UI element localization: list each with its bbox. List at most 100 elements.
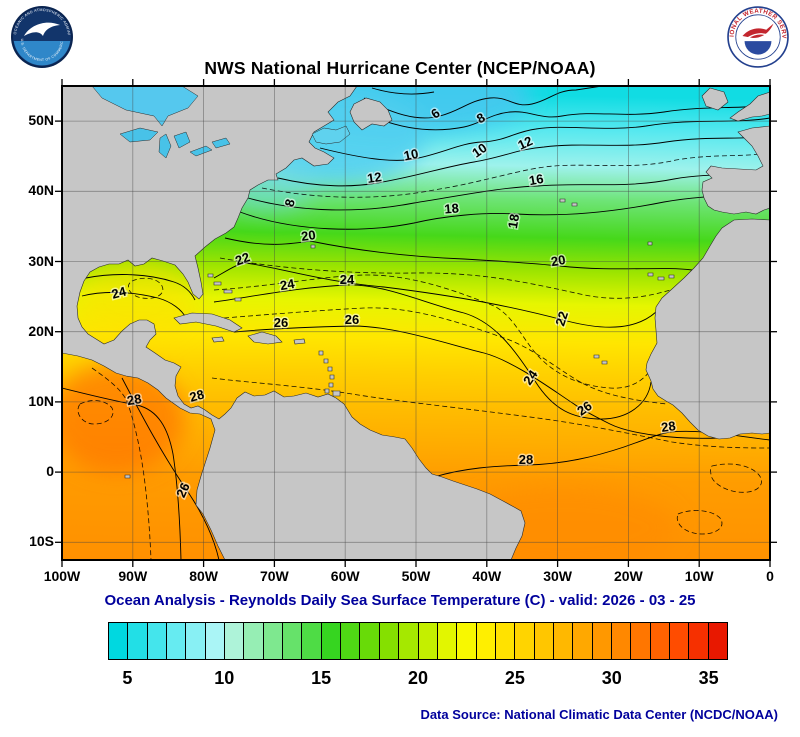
colorbar-segment [185,623,205,659]
colorbar-segment [166,623,186,659]
contour-line-20 [224,237,693,271]
contour-line-24-gulf [81,291,187,319]
colorbar-segment [591,623,611,659]
contour-value-label: 28 [188,387,206,405]
contour-value-label: 24 [279,276,297,293]
contour-line-26-pacific [121,377,220,560]
lon-tick-label: 40W [472,568,502,584]
colorbar-segment [456,623,476,659]
contour-line-12 [277,134,770,187]
colorbar-segment [475,623,495,659]
contour-line-16 [247,170,770,211]
colorbar-segment [610,623,631,659]
data-source-credit: Data Source: National Climatic Data Cent… [420,707,778,722]
nws-gull-stroke [747,33,768,39]
contour-value-label: 20 [300,227,316,244]
nws-logo: NATIONAL WEATHER SERVICE [725,1,789,68]
contour-line-27-pacific [91,367,152,560]
lon-tick-label: 30W [543,568,572,584]
colorbar-tick-label: 35 [698,668,719,688]
colorbar-segment [417,623,437,659]
gulf-of-st-lawrence [311,125,351,145]
contour-line-10 [319,117,770,161]
map-frame [61,85,771,561]
contour-value-label: 28 [126,391,143,408]
colorbar-tick-label: 20 [407,668,429,688]
warm-eddy-pacific [77,400,114,425]
contour-value-label: 22 [552,309,571,327]
contour-value-label: 10 [402,146,419,164]
colorbar-segment [398,623,418,659]
colorbar-segment [109,623,128,659]
contour-line-4 [371,87,435,95]
colorbar-segment [572,623,592,659]
contour-line-22 [213,262,657,328]
colorbar-segment [436,623,457,659]
colorbar-segment [127,623,147,659]
colorbar-segment [359,623,379,659]
page-title: NWS National Hurricane Center (NCEP/NOAA… [204,58,596,78]
lat-tick-label: 20N [28,322,54,339]
land-americas [62,86,526,560]
lon-tick-label: 80W [189,568,218,584]
land-africa [645,218,770,440]
lat-tick-label: 30N [28,252,54,269]
inland-waters [91,86,351,159]
colorbar-tick-label: 10 [214,668,235,688]
contour-line-8 [357,103,770,131]
warm-eddy-guinea-1 [710,463,762,493]
lon-tick-label: 20W [613,568,643,584]
colorbar-segment [630,623,650,659]
contour-line-27 [211,377,770,449]
colorbar-segment [243,623,263,659]
colorbar-segment [649,623,669,659]
lon-tick-label: 60W [330,568,360,584]
map-caption: Ocean Analysis - Reynolds Daily Sea Surf… [104,592,696,609]
contour-line-24 [213,284,652,420]
noaa-ocean-half [13,41,71,66]
warm-eddy-guinea-2 [676,510,723,535]
nws-inner-ring [735,14,781,60]
contour-line-18 [239,191,770,230]
colorbar-segment [262,623,283,659]
lat-tick-label: 40N [28,182,54,199]
contour-line-14 [261,151,770,198]
contour-value-label: 22 [233,249,252,268]
lon-tick-label: 50W [401,568,431,584]
land-masses [62,86,770,560]
land-britain [729,91,770,122]
contour-value-label: 24 [340,272,355,287]
contour-value-label: 18 [444,200,460,216]
colorbar-segment [340,623,360,659]
colorbar-segment [378,623,399,659]
contour-value-label: 16 [528,171,545,188]
contour-value-label: 18 [505,213,522,230]
colorbar-tick-label: 30 [601,668,622,688]
graticule [55,79,777,567]
isotherm-contours [62,86,770,560]
contour-value-label: 28 [519,452,533,467]
colorbar-segment [514,623,534,659]
contour-line-22-gulf [85,274,196,301]
lon-tick-label: 0 [766,568,774,584]
lon-tick-label: 10W [684,568,714,584]
lat-tick-label: 50N [28,112,54,129]
colorbar-segment [707,623,727,659]
lat-tick-label: 10S [29,533,54,550]
nws-bird-icon [742,23,774,39]
contour-line-21 [219,257,671,299]
noaa-logo-art: NATIONAL OCEANIC AND ATMOSPHERIC ADMINIS… [8,2,73,68]
noaa-gull-icon [24,22,60,36]
land-iberia-france [701,125,770,215]
nws-logo-art: NATIONAL WEATHER SERVICE [725,1,789,68]
lon-tick-label: 70W [259,568,289,584]
contour-line-6 [363,86,603,119]
colorbar-segment [320,623,341,659]
contour-value-label: 26 [345,312,359,327]
colorbar-segment [204,623,225,659]
nws-globe [744,41,772,55]
warm-eddy-gulf [128,277,164,299]
colorbar-segment [494,623,515,659]
